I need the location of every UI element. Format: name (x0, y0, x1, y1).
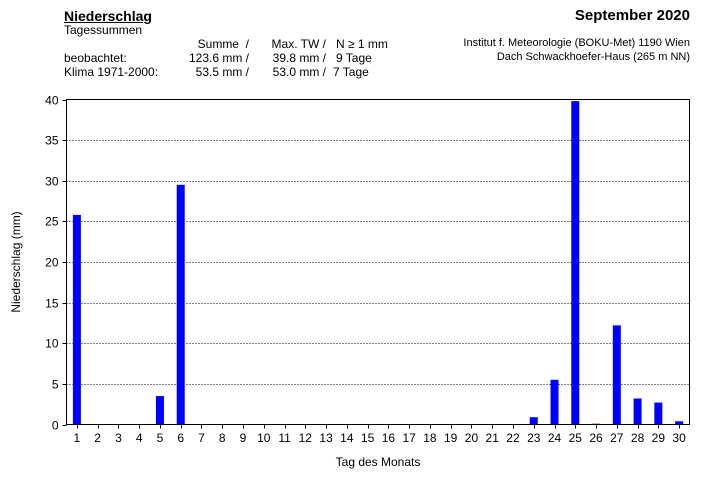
x-tick-label: 3 (115, 431, 122, 445)
bar-day-6 (176, 184, 185, 425)
bar-day-27 (612, 325, 621, 425)
y-tick-label: 5 (52, 378, 59, 392)
y-tick-label: 40 (45, 94, 59, 108)
x-tick-label: 15 (361, 431, 375, 445)
y-axis-label: Niederschlag (mm) (9, 211, 23, 312)
y-tick-label: 10 (45, 337, 59, 351)
bars-layer (72, 101, 684, 425)
stats-row-observed-max: 39.8 mm / (272, 51, 326, 65)
x-tick-label: 29 (652, 431, 666, 445)
stats-header-summe: Summe / (197, 37, 249, 51)
x-tick-label: 4 (136, 431, 143, 445)
x-tick-label: 16 (382, 431, 396, 445)
x-tick-label: 24 (548, 431, 562, 445)
x-tick-label: 1 (74, 431, 81, 445)
stats-header-n: N ≥ 1 mm (336, 37, 388, 51)
x-tick-label: 14 (340, 431, 354, 445)
stats-row-observed-label: beobachtet: (64, 51, 127, 65)
bar-day-5 (155, 396, 164, 425)
x-tick-label: 12 (299, 431, 313, 445)
y-tick-label: 20 (45, 256, 59, 270)
x-axis-label: Tag des Monats (336, 455, 421, 469)
y-tick-label: 15 (45, 297, 59, 311)
stats-row-observed-n: 9 Tage (336, 51, 372, 65)
institute-line-2: Dach Schwackhoefer-Haus (265 m NN) (496, 51, 690, 63)
x-tick-label: 18 (423, 431, 437, 445)
x-tick-label: 6 (177, 431, 184, 445)
chart-title: Niederschlag (64, 8, 152, 24)
x-tick-label: 20 (465, 431, 479, 445)
stats-header-max: Max. TW / (271, 37, 326, 51)
x-tick-label: 11 (278, 431, 291, 445)
x-tick-label: 23 (527, 431, 541, 445)
chart-subtitle: Tagessummen (64, 23, 143, 37)
stats-row-climate-label: Klima 1971-2000: (64, 65, 159, 79)
x-tick-label: 25 (569, 431, 583, 445)
bar-day-23 (529, 417, 538, 425)
x-tick-label: 17 (402, 431, 416, 445)
y-tick-label: 35 (45, 134, 59, 148)
x-tick-label: 21 (486, 431, 500, 445)
x-tick-label: 26 (589, 431, 603, 445)
x-tick-label: 27 (610, 431, 624, 445)
x-tick-label: 22 (506, 431, 520, 445)
y-tick-label: 25 (45, 215, 59, 229)
month-label: September 2020 (574, 7, 690, 24)
y-tick-label: 30 (45, 175, 59, 189)
y-tick-label: 0 (52, 419, 59, 433)
x-tick-label: 2 (94, 431, 101, 445)
stats-row-climate-n: 7 Tage (333, 65, 369, 79)
grid-layer (66, 140, 690, 385)
x-tick-label: 5 (157, 431, 164, 445)
institute-line-1: Institut f. Meteorologie (BOKU-Met) 1190… (463, 37, 690, 49)
x-tick-label: 28 (631, 431, 645, 445)
x-tick-label: 19 (444, 431, 458, 445)
bar-day-29 (654, 402, 663, 425)
x-tick-label: 10 (257, 431, 271, 445)
stats-row-observed-summe: 123.6 mm / (188, 51, 249, 65)
x-tick-label: 9 (240, 431, 247, 445)
x-tick-label: 30 (672, 431, 686, 445)
stats-row-climate-summe: 53.5 mm / (195, 65, 249, 79)
x-tick-label: 13 (319, 431, 333, 445)
bar-day-28 (633, 398, 642, 425)
x-tick-label: 8 (219, 431, 226, 445)
x-tick-label: 7 (198, 431, 205, 445)
bar-day-1 (72, 214, 81, 425)
bar-day-30 (675, 421, 684, 425)
stats-row-climate-max: 53.0 mm / (272, 65, 326, 79)
bar-day-25 (571, 101, 580, 425)
bar-day-24 (550, 379, 559, 425)
